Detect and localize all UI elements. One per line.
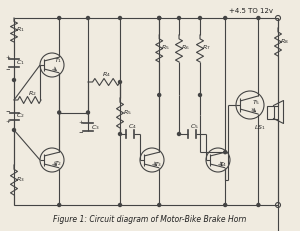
Text: $R_4$: $R_4$	[102, 70, 111, 79]
Circle shape	[118, 204, 122, 207]
Text: $C_3$: $C_3$	[91, 124, 100, 132]
Circle shape	[86, 111, 89, 114]
Circle shape	[178, 133, 181, 136]
Circle shape	[158, 94, 161, 97]
Circle shape	[199, 94, 202, 97]
Bar	[266, 106, 274, 119]
Text: $+$: $+$	[78, 118, 84, 126]
Circle shape	[224, 151, 227, 154]
Text: $-$: $-$	[5, 109, 11, 113]
Circle shape	[275, 15, 281, 21]
Text: $C_1$: $C_1$	[16, 58, 25, 67]
Text: $C_5$: $C_5$	[190, 123, 199, 131]
Text: $+$: $+$	[5, 117, 11, 125]
Text: $R_7$: $R_7$	[202, 44, 211, 52]
Text: $T_2$: $T_2$	[54, 160, 62, 168]
Text: $R_5$: $R_5$	[123, 109, 132, 117]
Text: $T_1$: $T_1$	[54, 57, 62, 65]
Circle shape	[118, 16, 122, 19]
Text: $R_1$: $R_1$	[16, 26, 25, 34]
Circle shape	[158, 204, 161, 207]
Circle shape	[158, 16, 161, 19]
Circle shape	[224, 16, 227, 19]
Text: Figure 1: Circuit diagram of Motor-Bike Brake Horn: Figure 1: Circuit diagram of Motor-Bike …	[53, 215, 247, 224]
Text: $T_5$: $T_5$	[252, 99, 260, 107]
Circle shape	[257, 16, 260, 19]
Circle shape	[118, 133, 122, 136]
Circle shape	[178, 16, 181, 19]
Circle shape	[224, 204, 227, 207]
Text: $R_6$: $R_6$	[181, 44, 190, 52]
Text: $LS_1$: $LS_1$	[254, 124, 266, 132]
Text: $R_5$: $R_5$	[161, 44, 170, 52]
Circle shape	[58, 16, 61, 19]
Text: $C_2$: $C_2$	[16, 112, 25, 120]
Circle shape	[86, 16, 89, 19]
Circle shape	[199, 16, 202, 19]
Circle shape	[118, 80, 122, 83]
Circle shape	[58, 204, 61, 207]
Text: $-$: $-$	[78, 130, 84, 134]
Circle shape	[58, 111, 61, 114]
Text: $+$: $+$	[5, 53, 11, 61]
Text: $C_4$: $C_4$	[128, 123, 137, 131]
Text: $R_2$: $R_2$	[28, 90, 37, 98]
Text: $R_3$: $R_3$	[16, 176, 25, 184]
Circle shape	[257, 204, 260, 207]
Text: $T_4$: $T_4$	[219, 161, 227, 170]
Text: $-$: $-$	[5, 67, 11, 72]
Circle shape	[13, 79, 16, 82]
Circle shape	[158, 16, 161, 19]
Circle shape	[13, 128, 16, 131]
Circle shape	[275, 203, 281, 207]
Text: $T_3$: $T_3$	[154, 161, 162, 170]
Text: $R_8$: $R_8$	[280, 38, 289, 46]
Text: +4.5 TO 12v: +4.5 TO 12v	[229, 8, 273, 14]
